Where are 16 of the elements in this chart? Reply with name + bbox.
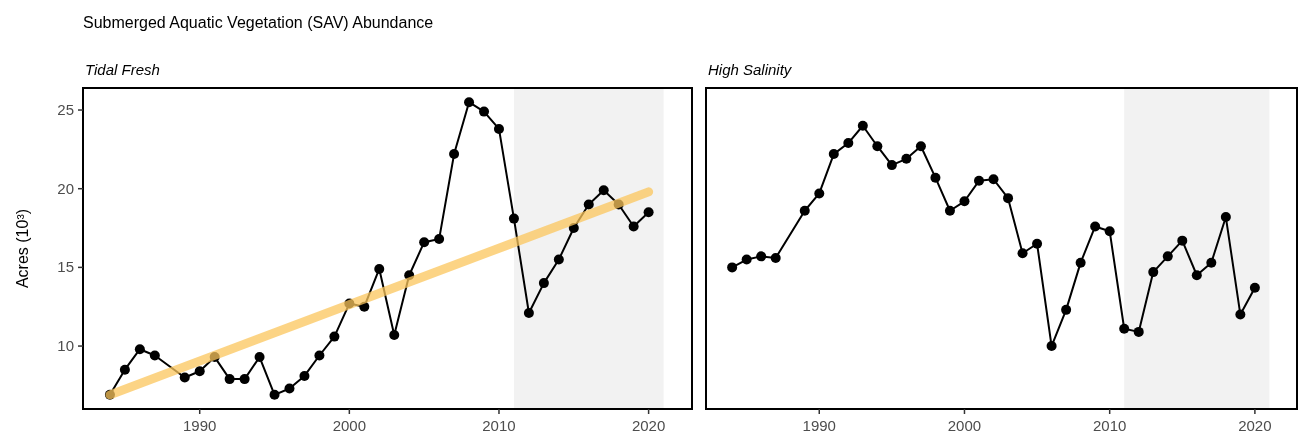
chart-subtitle: High Salinity <box>708 61 793 78</box>
y-tick-label: 20 <box>57 179 74 197</box>
y-tick-label: 15 <box>57 258 74 276</box>
x-tick-label: 2000 <box>947 417 982 434</box>
chart-subtitle: Tidal Fresh <box>85 61 160 78</box>
chart-title: Submerged Aquatic Vegetation (SAV) Abundance <box>83 14 434 31</box>
x-tick-label: 2020 <box>631 417 666 434</box>
x-tick-label: 2010 <box>1092 417 1127 434</box>
y-tick-label: 25 <box>57 101 74 119</box>
x-tick-label: 1990 <box>802 417 836 434</box>
x-tick-label: 2000 <box>332 417 367 434</box>
x-tick-label: 2020 <box>1238 417 1272 434</box>
y-axis-title: Acres (10³) <box>14 208 31 289</box>
x-tick-label: 1990 <box>183 417 217 434</box>
y-tick-label: 10 <box>57 337 74 355</box>
x-tick-label: 2010 <box>482 417 516 434</box>
